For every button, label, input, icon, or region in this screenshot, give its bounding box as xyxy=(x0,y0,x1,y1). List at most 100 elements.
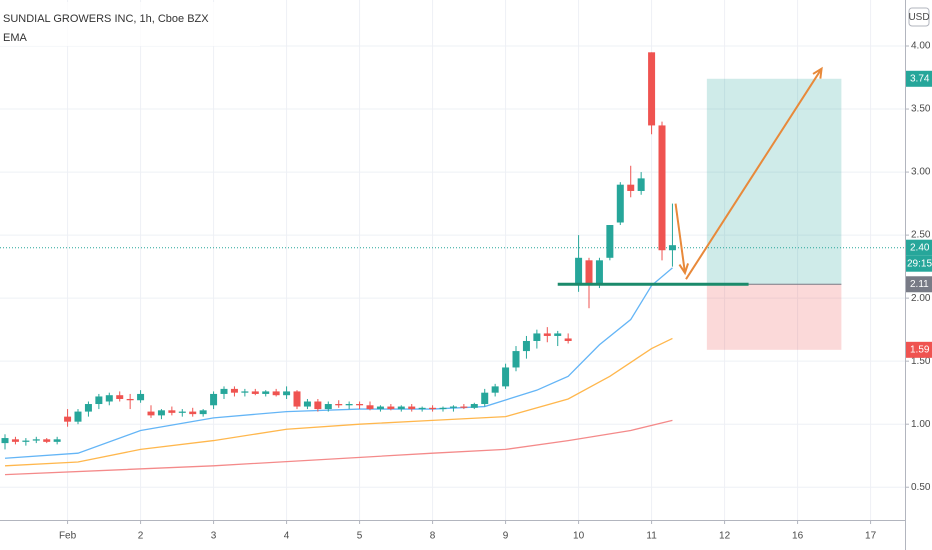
candle-body xyxy=(408,406,416,410)
arrow-head xyxy=(812,66,823,79)
candle-body xyxy=(84,404,92,412)
candle-body xyxy=(585,260,593,284)
candle-body xyxy=(11,439,19,442)
candle-body xyxy=(74,411,82,422)
legend-bg xyxy=(0,2,260,46)
candle-body xyxy=(126,398,134,401)
x-tick-label: 4 xyxy=(284,531,290,542)
candle-body xyxy=(366,405,374,410)
candle-body xyxy=(314,401,322,410)
currency: USD xyxy=(908,12,929,23)
candle-body xyxy=(616,184,624,223)
y-tick-label: 3.00 xyxy=(911,167,931,178)
candle-body xyxy=(335,404,343,406)
price-label: 1.59 xyxy=(910,344,930,355)
candle-body xyxy=(481,392,489,405)
candle-body xyxy=(262,391,270,394)
price-label-bg xyxy=(906,276,932,293)
candle-body xyxy=(356,404,364,406)
y-tick-label: 2.50 xyxy=(911,230,931,241)
candle-body xyxy=(105,395,113,402)
x-tick-label: 12 xyxy=(719,531,731,542)
x-tick-label: 17 xyxy=(865,531,877,542)
x-tick-label: 11 xyxy=(646,531,657,542)
y-tick-label: 3.50 xyxy=(911,104,931,115)
candle-body xyxy=(210,393,218,406)
candle-body xyxy=(64,416,72,422)
candle-body xyxy=(241,391,249,393)
arrow-head xyxy=(678,263,690,276)
candle-body xyxy=(272,391,280,396)
candle-body xyxy=(502,367,510,387)
candle-body xyxy=(199,410,207,415)
candle-body xyxy=(168,410,176,413)
candle-body xyxy=(658,125,666,251)
x-tick-label: 3 xyxy=(211,531,217,542)
ema-line xyxy=(4,267,673,459)
candle-body xyxy=(189,411,197,415)
price-label: 3.74 xyxy=(910,73,930,84)
candle-body xyxy=(157,410,165,416)
candle-body xyxy=(429,407,437,410)
y-tick-label: 1.50 xyxy=(911,356,931,367)
arrow xyxy=(674,203,686,274)
candle-body xyxy=(303,401,311,407)
ema-line xyxy=(4,337,673,467)
candle-body xyxy=(575,257,583,286)
indicator-label: EMA xyxy=(3,32,28,44)
candle-body xyxy=(397,406,405,410)
candle-body xyxy=(22,440,30,442)
candle-body xyxy=(470,404,478,408)
candle-body xyxy=(522,340,530,352)
profit-zone xyxy=(706,78,842,285)
candle-body xyxy=(668,245,676,251)
candle-body xyxy=(147,411,155,416)
x-tick-label: 8 xyxy=(430,531,436,542)
candle-body xyxy=(230,388,238,393)
price-label-bg xyxy=(906,239,932,256)
price-label-bg xyxy=(906,341,932,358)
candle-body xyxy=(43,439,51,442)
candle-body xyxy=(116,395,124,399)
countdown: 29:15 xyxy=(907,258,932,269)
x-tick-label: 9 xyxy=(503,531,509,542)
currency-box[interactable] xyxy=(908,7,930,27)
candle-body xyxy=(554,333,562,336)
candle-body xyxy=(606,225,614,258)
candle-body xyxy=(512,351,520,368)
candle-body xyxy=(387,406,395,410)
price-label-bg xyxy=(906,70,932,87)
loss-zone xyxy=(706,284,842,350)
candle-body xyxy=(543,333,551,336)
candle-body xyxy=(460,406,468,408)
candle-body xyxy=(637,178,645,191)
candle-body xyxy=(627,184,635,191)
candle-body xyxy=(95,396,103,405)
plot xyxy=(0,52,905,476)
chart-title: SUNDIAL GROWERS INC, 1h, Cboe BZX xyxy=(3,13,209,25)
candle-body xyxy=(491,386,499,393)
x-tick-label: Feb xyxy=(59,531,77,542)
candle-body xyxy=(1,438,9,444)
candle-body xyxy=(648,52,656,126)
x-tick-label: 5 xyxy=(357,531,363,542)
candle-body xyxy=(32,439,40,441)
candle-body xyxy=(376,406,384,410)
candle-body xyxy=(564,338,572,341)
candle-body xyxy=(220,388,228,394)
x-tick-label: 16 xyxy=(792,531,804,542)
y-tick-label: 2.00 xyxy=(911,293,931,304)
candle-body xyxy=(137,393,145,401)
candle-body xyxy=(418,407,426,410)
candle-body xyxy=(439,407,447,410)
y-tick-label: 1.00 xyxy=(911,419,931,430)
candle-body xyxy=(449,406,457,408)
candle-body xyxy=(533,333,541,341)
x-tick-label: 10 xyxy=(573,531,585,542)
grid xyxy=(0,0,905,520)
candle-body xyxy=(251,391,259,394)
candle-body xyxy=(293,391,301,407)
candle-body xyxy=(345,404,353,406)
